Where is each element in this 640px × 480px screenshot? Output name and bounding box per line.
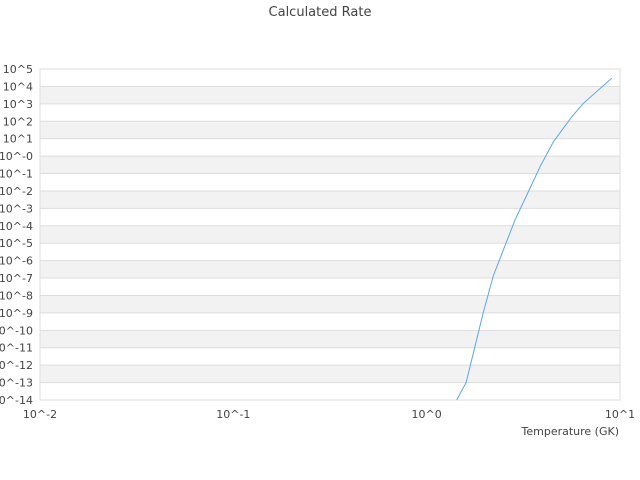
x-tick-label: 10^-1: [216, 408, 250, 421]
y-tick-label: 10^-4: [0, 220, 33, 233]
y-tick-label: 10^-14: [0, 394, 33, 407]
grid-band: [40, 260, 620, 279]
y-tick-label: 10^-13: [0, 377, 33, 390]
y-tick-label: 10^-6: [0, 255, 33, 268]
rate-series-line: [456, 77, 613, 401]
y-tick-label: 10^4: [3, 80, 33, 93]
x-tick-label: 10^-2: [23, 408, 57, 421]
y-tick-label: 10^3: [3, 98, 33, 111]
y-tick-label: 10^-9: [0, 307, 33, 320]
plot-area-border: [39, 68, 621, 401]
x-tick-label: 10^1: [605, 408, 635, 421]
chart-title: Calculated Rate: [269, 5, 372, 20]
y-tick-label: 10^-5: [0, 237, 33, 250]
x-axis-label: Temperature (GK): [521, 425, 620, 438]
grid-band: [40, 295, 620, 313]
grid-band: [40, 86, 620, 104]
y-tick-label: 10^-12: [0, 359, 33, 372]
grid-band: [40, 330, 620, 348]
grid-band: [40, 190, 620, 209]
grid-band: [40, 225, 620, 244]
y-tick-label: 10^-10: [0, 324, 33, 337]
grid-band: [40, 156, 620, 174]
y-tick-label: 10^2: [3, 115, 33, 128]
y-tick-label: 10^-11: [0, 342, 33, 355]
y-tick-label: 10^-7: [0, 272, 33, 285]
y-tick-label: 10^5: [3, 63, 33, 76]
grid-band: [40, 121, 620, 139]
y-tick-label: 10^-1: [0, 168, 33, 181]
y-tick-label: 10^-8: [0, 289, 33, 302]
grid-band: [40, 365, 620, 383]
y-tick-label: 10^-0: [0, 150, 33, 163]
x-tick-label: 10^0: [412, 408, 442, 421]
y-tick-label: 10^1: [3, 133, 33, 146]
y-tick-label: 10^-3: [0, 202, 33, 215]
y-tick-label: 10^-2: [0, 185, 33, 198]
